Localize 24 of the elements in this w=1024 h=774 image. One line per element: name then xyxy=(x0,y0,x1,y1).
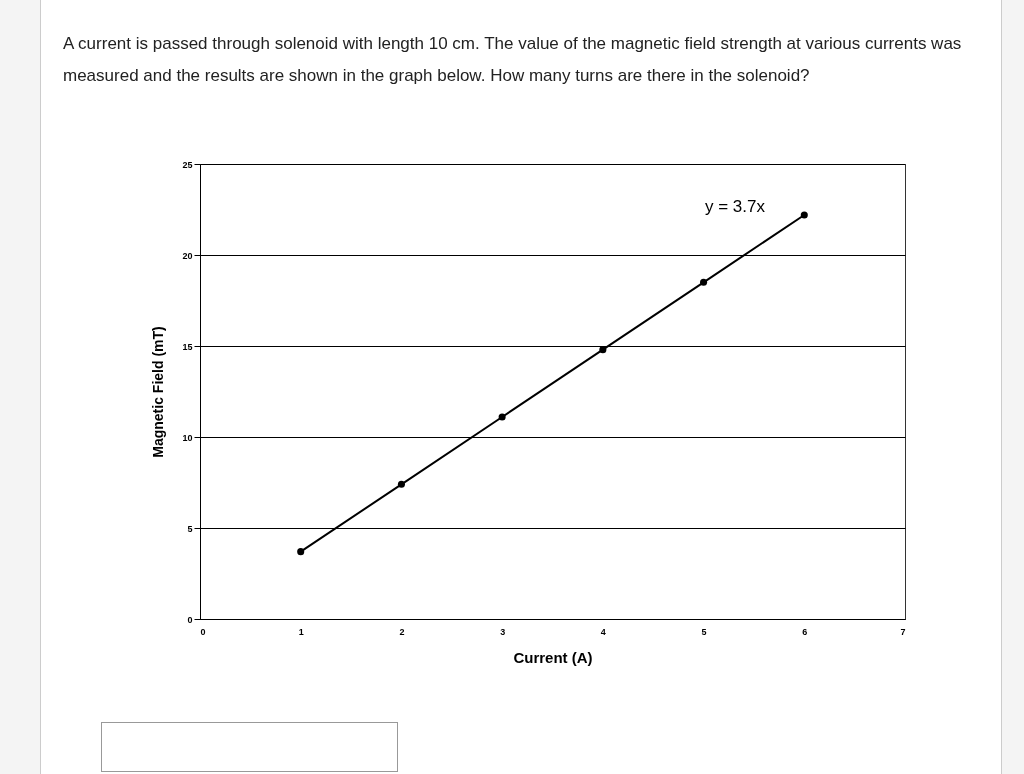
x-tick-label: 5 xyxy=(701,626,707,637)
y-tick-label: 10 xyxy=(182,432,193,443)
x-tick-label: 2 xyxy=(399,626,405,637)
y-tick-label: 20 xyxy=(182,250,193,261)
x-tick-label: 3 xyxy=(500,626,506,637)
point xyxy=(800,211,808,219)
x-tick-label: 0 xyxy=(200,626,206,637)
x-tick-label: 4 xyxy=(600,626,606,637)
x-tick-label: 6 xyxy=(802,626,808,637)
y-tick-label: 5 xyxy=(187,523,193,534)
point xyxy=(297,548,305,556)
chart-title: A current is passed through solenoid with length 10 cm. The value of the magnetic field strength at various currents was measured and the results are shown in the graph below. How many turns are there in the solenoid? xyxy=(63,33,963,87)
y-tick-label: 0 xyxy=(187,614,193,625)
x-axis-title: Current (A) xyxy=(513,648,593,666)
y-tick-label: 25 xyxy=(182,159,193,170)
y-axis-title: Magnetic Field (mT) xyxy=(150,326,167,458)
point xyxy=(498,413,506,421)
annotation: y = 3.7x xyxy=(704,197,766,216)
point xyxy=(599,346,607,354)
y-tick-label: 15 xyxy=(182,341,193,352)
point xyxy=(700,278,708,286)
x-tick-label: 1 xyxy=(298,626,304,637)
point xyxy=(397,480,405,488)
x-tick-label: 7 xyxy=(900,626,906,637)
